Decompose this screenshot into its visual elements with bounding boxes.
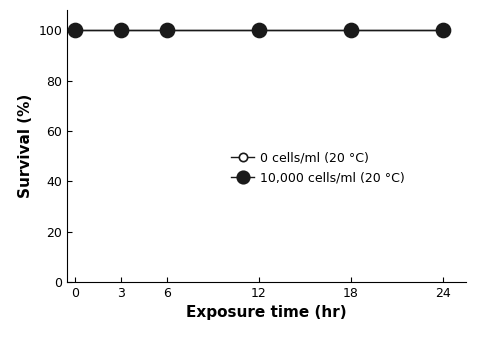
- Y-axis label: Survival (%): Survival (%): [18, 94, 33, 198]
- Legend: 0 cells/ml (20 °C), 10,000 cells/ml (20 °C): 0 cells/ml (20 °C), 10,000 cells/ml (20 …: [227, 146, 410, 190]
- X-axis label: Exposure time (hr): Exposure time (hr): [186, 305, 347, 321]
